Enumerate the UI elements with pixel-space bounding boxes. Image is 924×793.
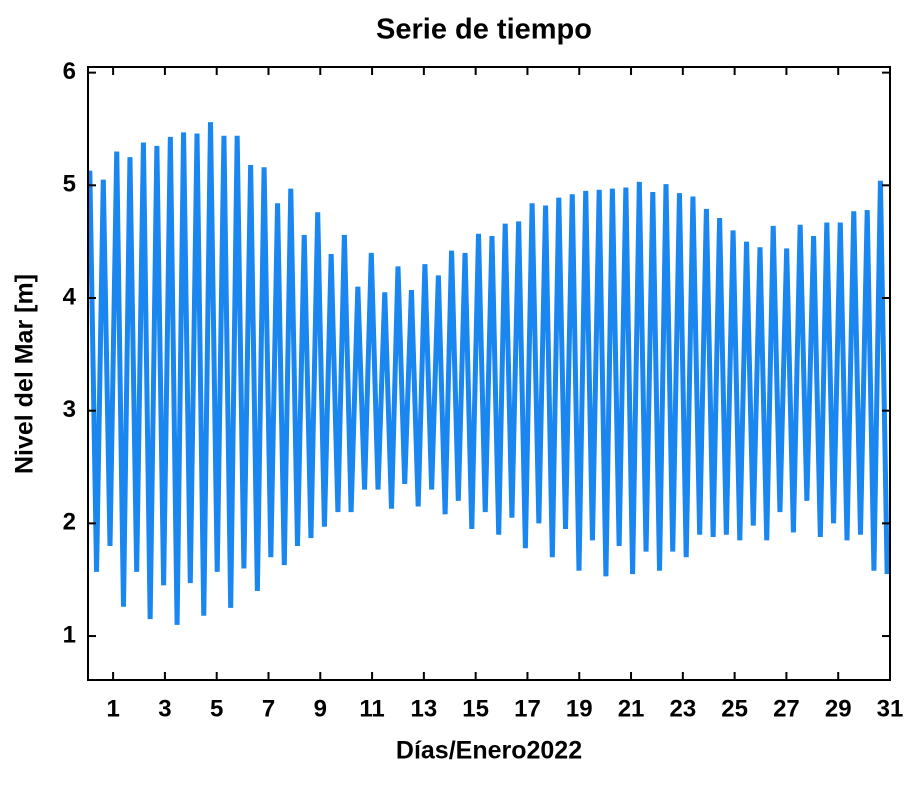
y-tick-label: 2 — [63, 509, 76, 536]
x-tick-label: 19 — [566, 695, 593, 722]
x-tick-label: 7 — [262, 695, 275, 722]
x-tick-label: 15 — [462, 695, 489, 722]
x-tick-label: 13 — [411, 695, 438, 722]
y-tick-label: 6 — [63, 58, 76, 85]
x-tick-label: 5 — [210, 695, 223, 722]
x-tick-label: 3 — [158, 695, 171, 722]
y-tick-label: 4 — [63, 283, 77, 310]
x-tick-label: 25 — [721, 695, 748, 722]
x-tick-label: 27 — [773, 695, 800, 722]
x-tick-label: 31 — [877, 695, 904, 722]
x-tick-label: 29 — [825, 695, 852, 722]
x-axis-label: Días/Enero2022 — [396, 737, 582, 765]
x-tick-label: 11 — [359, 695, 384, 722]
x-tick-label: 9 — [314, 695, 327, 722]
chart-title: Serie de tiempo — [376, 14, 592, 46]
x-tick-label: 21 — [618, 695, 645, 722]
y-tick-label: 1 — [63, 621, 76, 648]
x-tick-label: 23 — [669, 695, 696, 722]
data-line — [87, 122, 890, 625]
y-tick-label: 5 — [63, 171, 76, 198]
plot-frame — [87, 66, 891, 681]
x-tick-label: 17 — [514, 695, 541, 722]
y-tick-label: 3 — [63, 396, 76, 423]
x-tick-label: 1 — [106, 695, 119, 722]
y-axis-label: Nivel del Mar [m] — [11, 274, 39, 474]
